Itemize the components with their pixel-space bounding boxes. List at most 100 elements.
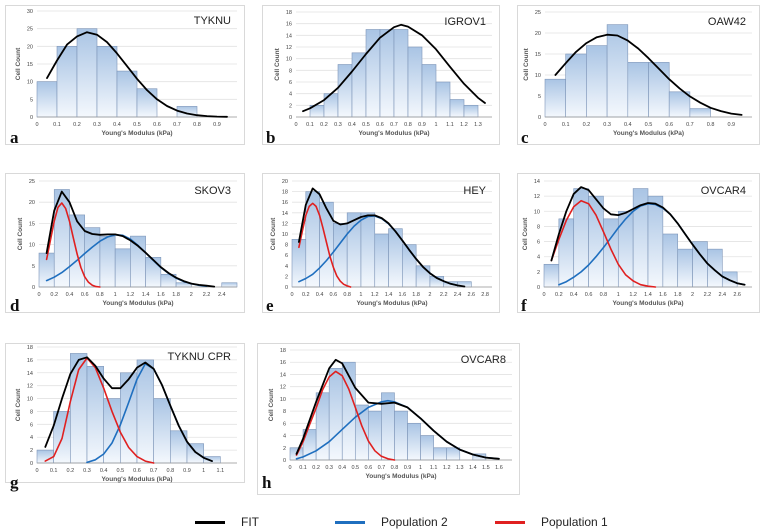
x-tick-label: 1.2 xyxy=(460,122,468,128)
curve-fit xyxy=(44,356,213,462)
histogram-bar xyxy=(96,46,118,118)
y-tick-label: 20 xyxy=(282,179,288,185)
histogram-bar xyxy=(114,248,131,288)
histogram-bar xyxy=(328,368,343,461)
x-tick-label: 0.4 xyxy=(66,292,74,298)
histogram-bar xyxy=(586,45,608,118)
y-tick-label: 10 xyxy=(27,397,33,403)
x-tick-label: 1.5 xyxy=(482,465,490,471)
x-tick-label: 0.7 xyxy=(173,122,181,128)
x-tick-label: 0.8 xyxy=(96,292,104,298)
y-tick-label: 4 xyxy=(285,264,288,270)
y-tick-label: 2 xyxy=(283,446,286,452)
histogram-bar xyxy=(136,88,158,118)
histogram-bar xyxy=(415,265,431,288)
chart-svg-f: 0 2 4 6 8 10 12 14 0 0.2 0.4 0.6 0.8 1 1.2 1.4 1.6 1.8 2 2.… xyxy=(517,173,760,313)
y-tick-label: 4 xyxy=(289,92,292,98)
x-tick-label: 2.8 xyxy=(481,292,489,298)
x-tick-label: 1.3 xyxy=(474,122,482,128)
chart-title: HEY xyxy=(463,185,486,197)
chart-panel-h: 0 2 4 6 8 10 12 14 16 18 0 0.1 0.2 0.3 0.4 0.5 0.6 0.7 0.8… xyxy=(257,343,520,495)
histogram-bar xyxy=(588,195,604,288)
y-tick-label: 5 xyxy=(32,264,35,270)
x-tick-label: 0.2 xyxy=(67,468,75,474)
curve-fit xyxy=(554,33,743,116)
x-tick-label: 1 xyxy=(434,122,437,128)
histogram-bar xyxy=(435,81,451,118)
curve-population-1 xyxy=(550,199,657,288)
histogram-bar xyxy=(662,233,679,288)
chart-svg-a: 0 5 10 15 20 25 30 0 0.1 0.2 0.3 0.4 0.5 0.6 0.7 0.8 0.9… xyxy=(5,5,245,145)
panel-letter: b xyxy=(266,128,276,147)
x-tick-label: 0.3 xyxy=(93,122,101,128)
panel-letter: a xyxy=(10,128,19,147)
x-tick-label: 2.6 xyxy=(733,292,741,298)
y-axis-label: Cell Count xyxy=(270,217,277,250)
chart-title: TYKNU xyxy=(194,15,231,27)
x-tick-label: 0.5 xyxy=(362,122,370,128)
y-tick-label: 14 xyxy=(27,371,33,377)
curve-fit xyxy=(46,31,228,118)
x-axis-label: Young's Modulus (kPa) xyxy=(612,300,683,307)
histogram-bar xyxy=(84,227,101,288)
x-tick-label: 0.8 xyxy=(391,465,399,471)
y-tick-label: 0 xyxy=(32,285,35,291)
panel-letter: f xyxy=(521,296,527,315)
panel-letter: c xyxy=(521,128,529,147)
chart-title: OVCAR8 xyxy=(461,354,506,366)
histogram-bar xyxy=(446,447,461,461)
y-tick-label: 15 xyxy=(535,52,541,58)
x-tick-label: 1.8 xyxy=(412,292,420,298)
x-tick-label: 0.7 xyxy=(378,465,386,471)
y-tick-label: 4 xyxy=(537,255,540,261)
y-axis-label: Cell Count xyxy=(274,47,281,80)
y-tick-label: 20 xyxy=(535,31,541,37)
histogram-bar xyxy=(76,28,98,118)
chart-panel-f: 0 2 4 6 8 10 12 14 0 0.2 0.4 0.6 0.8 1 1.2 1.4 1.6 1.8 2 2.… xyxy=(517,173,760,313)
y-tick-label: 16 xyxy=(280,360,286,366)
legend-item-fit: FIT xyxy=(195,514,259,530)
y-tick-label: 4 xyxy=(30,435,33,441)
y-tick-label: 10 xyxy=(535,73,541,79)
y-tick-label: 16 xyxy=(286,22,292,28)
curve-fit xyxy=(45,190,216,288)
histogram-bar xyxy=(99,235,116,288)
x-tick-label: 0.8 xyxy=(343,292,351,298)
histogram-bar xyxy=(421,64,437,118)
y-axis-label: Cell Count xyxy=(523,47,530,80)
x-tick-label: 0.1 xyxy=(299,465,307,471)
x-tick-label: 0.5 xyxy=(645,122,653,128)
y-tick-label: 6 xyxy=(289,80,292,86)
x-tick-label: 0.4 xyxy=(113,122,121,128)
y-tick-label: 25 xyxy=(27,27,33,33)
x-tick-label: 1.1 xyxy=(217,468,225,474)
x-tick-label: 0.2 xyxy=(73,122,81,128)
chart-title: OVCAR4 xyxy=(701,185,746,197)
histogram-bar xyxy=(677,248,693,288)
y-tick-label: 30 xyxy=(27,9,33,15)
y-tick-label: 5 xyxy=(538,94,541,100)
y-tick-label: 15 xyxy=(27,62,33,68)
legend-label-pop2: Population 2 xyxy=(381,515,448,529)
y-tick-label: 8 xyxy=(537,224,540,230)
histogram-bar xyxy=(221,282,238,288)
chart-svg-c: 0 5 10 15 20 25 0 0.1 0.2 0.3 0.4 0.5 0.6 0.7 0.8 0.9 OA… xyxy=(517,5,760,145)
chart-panel-b: 0 2 4 6 8 10 12 14 16 18 0 0.1 0.2 0.3 0.4 0.5 0.6 0.7 0.8… xyxy=(262,5,500,145)
y-tick-label: 6 xyxy=(283,421,286,427)
histogram-bar xyxy=(337,64,353,118)
y-tick-label: 8 xyxy=(285,243,288,249)
y-tick-label: 14 xyxy=(280,372,286,378)
y-axis-label: Cell Count xyxy=(268,388,275,421)
histogram-bar xyxy=(305,191,320,288)
histogram-bar xyxy=(116,70,138,118)
x-axis-label: Young's Modulus (kPa) xyxy=(365,473,436,480)
chart-panel-a: 0 5 10 15 20 25 30 0 0.1 0.2 0.3 0.4 0.5 0.6 0.7 0.8 0.9… xyxy=(5,5,245,145)
chart-panel-d: 0 5 10 15 20 25 0 0.2 0.4 0.6 0.8 1 1.2 1.4 1.6 1.8 2 2.2… xyxy=(5,173,245,313)
histogram-bar xyxy=(627,62,649,118)
x-tick-label: 0.2 xyxy=(320,122,328,128)
histogram-bar xyxy=(648,62,670,118)
histogram-bar xyxy=(368,410,382,461)
x-tick-label: 0.3 xyxy=(83,468,91,474)
y-tick-label: 18 xyxy=(27,345,33,351)
y-tick-label: 12 xyxy=(27,384,33,390)
